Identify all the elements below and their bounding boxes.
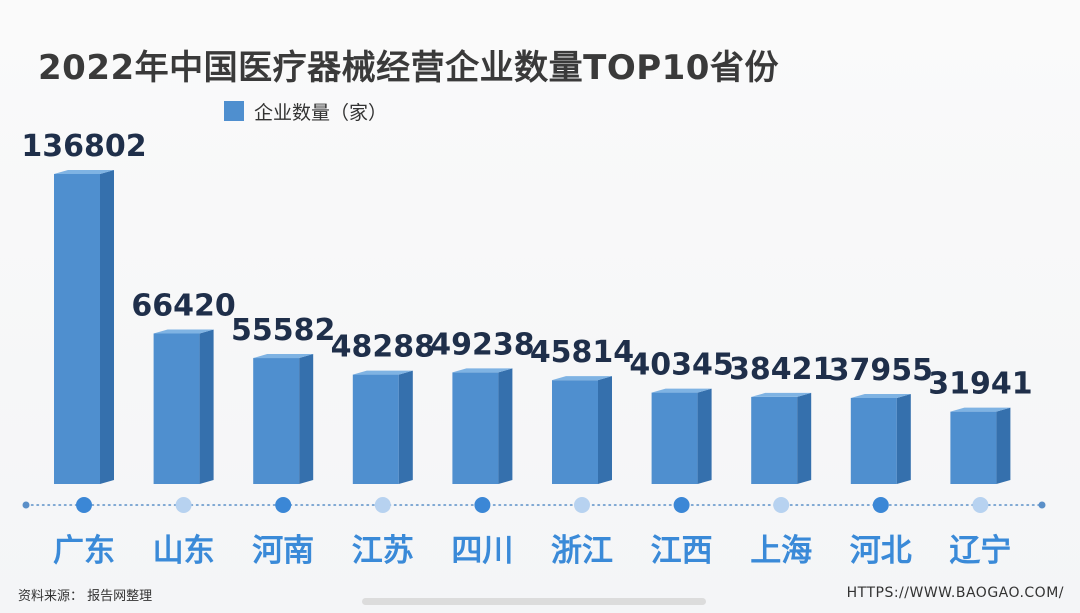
bar bbox=[850, 397, 897, 484]
axis-end-dot bbox=[22, 501, 30, 509]
bar-side bbox=[996, 407, 1011, 484]
data-label: 136802 bbox=[21, 129, 146, 164]
bar-side bbox=[199, 329, 214, 484]
data-label: 37955 bbox=[829, 353, 933, 388]
data-label: 55582 bbox=[231, 313, 335, 348]
category-label: 江苏 bbox=[352, 533, 414, 569]
bar-top bbox=[352, 370, 413, 375]
data-label: 45814 bbox=[530, 335, 634, 370]
legend: 企业数量（家） bbox=[224, 98, 387, 124]
bar-side bbox=[697, 388, 712, 484]
bar-top bbox=[253, 354, 314, 359]
category-dot bbox=[175, 497, 192, 513]
category-label: 广东 bbox=[53, 533, 115, 569]
bar-top bbox=[54, 170, 114, 174]
category-label: 四川 bbox=[451, 533, 513, 569]
source-url: HTTPS://WWW.BAOGAO.COM/ bbox=[846, 585, 1064, 601]
bar bbox=[651, 392, 698, 484]
legend-swatch bbox=[224, 101, 244, 121]
category-dot bbox=[474, 497, 491, 513]
bar-side bbox=[797, 392, 812, 484]
category-dot bbox=[773, 497, 790, 513]
axis-end-dot bbox=[1038, 501, 1046, 509]
chart-title: 2022年中国医疗器械经营企业数量TOP10省份 bbox=[38, 48, 779, 88]
category-label: 辽宁 bbox=[949, 533, 1011, 569]
source-note: 资料来源： 报告网整理 bbox=[18, 589, 153, 604]
category-dot bbox=[374, 497, 391, 513]
bar-side bbox=[598, 376, 612, 484]
bar bbox=[950, 411, 997, 484]
data-label: 66420 bbox=[131, 288, 235, 323]
category-label: 河南 bbox=[252, 533, 314, 569]
bar-top bbox=[452, 368, 513, 373]
category-dot bbox=[872, 497, 889, 513]
category-dot bbox=[76, 497, 92, 513]
bar-top bbox=[651, 388, 712, 393]
data-label: 31941 bbox=[928, 367, 1032, 402]
bar bbox=[253, 358, 300, 484]
category-label: 上海 bbox=[750, 533, 812, 569]
bar bbox=[352, 374, 399, 484]
category-label: 浙江 bbox=[551, 533, 613, 569]
bar-top bbox=[850, 393, 911, 398]
bar-top bbox=[552, 376, 612, 381]
bar-side bbox=[498, 368, 513, 484]
category-dot bbox=[275, 497, 292, 513]
bar bbox=[751, 396, 798, 484]
data-label: 38421 bbox=[729, 352, 833, 387]
bar-top bbox=[751, 392, 812, 397]
bar bbox=[54, 174, 100, 484]
legend-label: 企业数量（家） bbox=[254, 101, 388, 124]
category-label: 河北 bbox=[850, 533, 912, 569]
data-label: 40345 bbox=[629, 348, 733, 383]
bar-top bbox=[153, 329, 214, 334]
horizontal-scrollbar[interactable] bbox=[362, 598, 706, 605]
category-dot bbox=[673, 497, 690, 513]
category-dot bbox=[972, 497, 989, 513]
data-label: 48288 bbox=[331, 330, 435, 365]
category-label: 江西 bbox=[651, 533, 713, 569]
bar bbox=[452, 372, 499, 484]
data-label: 49238 bbox=[430, 327, 534, 362]
bar-side bbox=[398, 370, 413, 484]
bar-top bbox=[950, 407, 1011, 412]
category-dot bbox=[574, 497, 590, 513]
bar-side bbox=[299, 354, 314, 484]
bar bbox=[552, 380, 598, 484]
bar-side bbox=[896, 393, 911, 484]
bar bbox=[153, 333, 200, 484]
category-label: 山东 bbox=[153, 533, 215, 569]
bar-side bbox=[100, 170, 114, 484]
